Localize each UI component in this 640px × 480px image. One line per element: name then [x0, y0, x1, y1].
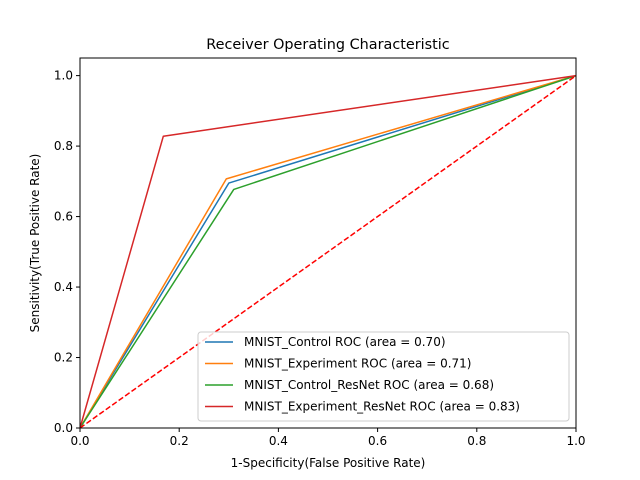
series-line-3: [79, 74, 577, 429]
x-tick-label: 0.4: [269, 434, 288, 448]
y-tick-label: 0.4: [54, 280, 73, 294]
y-tick-label: 0.8: [54, 139, 73, 153]
series-line-2: [79, 74, 577, 429]
x-axis-ticks: 0.0 0.2 0.4 0.6 0.8 1.0: [70, 428, 586, 448]
legend-label-0: MNIST_Control ROC (area = 0.70): [244, 335, 446, 349]
reference-diagonal-line: [79, 75, 577, 429]
y-tick-label: 0.6: [54, 210, 73, 224]
chart-title: Receiver Operating Characteristic: [206, 37, 450, 53]
series-line-1: [79, 74, 577, 429]
plot-lines: [79, 74, 577, 429]
legend-label-3: MNIST_Experiment_ResNet ROC (area = 0.83…: [244, 400, 520, 414]
y-tick-label: 1.0: [54, 69, 73, 83]
y-tick-label: 0.0: [54, 421, 73, 435]
y-axis-ticks: 0.0 0.2 0.4 0.6 0.8 1.0: [54, 69, 80, 435]
y-axis-label: Sensitivity(True Positive Rate): [28, 154, 42, 333]
legend-label-2: MNIST_Control_ResNet ROC (area = 0.68): [244, 378, 494, 392]
x-tick-label: 0.0: [70, 434, 89, 448]
x-tick-label: 0.6: [368, 434, 387, 448]
x-tick-label: 1.0: [566, 434, 585, 448]
x-tick-label: 0.8: [467, 434, 486, 448]
series-line-0: [79, 74, 577, 429]
x-axis-label: 1-Specificity(False Positive Rate): [231, 456, 426, 470]
legend: MNIST_Control ROC (area = 0.70) MNIST_Exp…: [197, 331, 570, 422]
x-tick-label: 0.2: [170, 434, 189, 448]
legend-label-1: MNIST_Experiment ROC (area = 0.71): [244, 357, 471, 371]
legend-entries: MNIST_Control ROC (area = 0.70) MNIST_Exp…: [205, 335, 520, 414]
legend-box: [197, 331, 570, 422]
y-tick-label: 0.2: [54, 351, 73, 365]
plot-frame: [79, 57, 577, 429]
